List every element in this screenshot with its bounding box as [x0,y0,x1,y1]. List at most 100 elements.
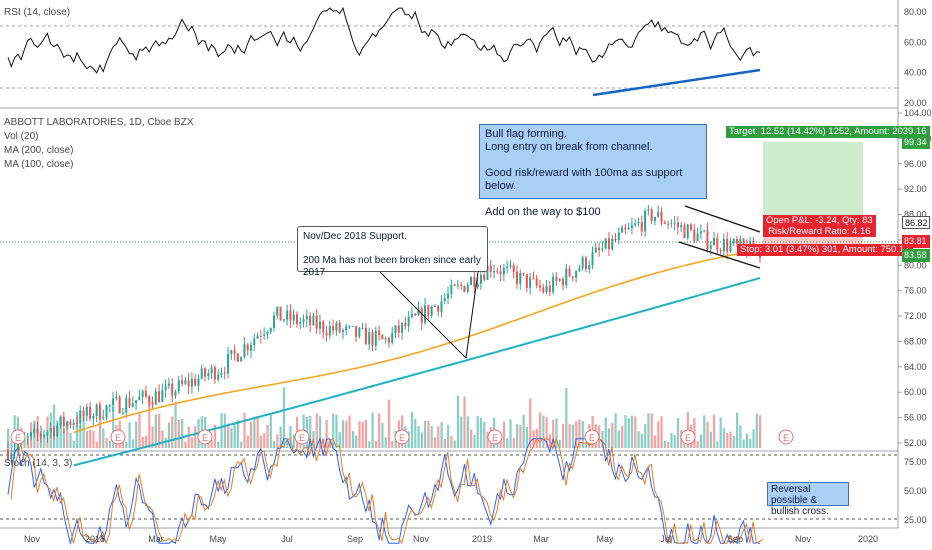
volume-bar [131,439,134,448]
time-tick-label: Jul [281,534,293,544]
candle-body [690,224,693,230]
candle-body [578,268,581,272]
candle-body [332,326,335,331]
candle-body [637,222,640,224]
volume-bar [269,414,272,448]
earnings-marker [110,429,126,445]
candle-body [10,453,13,459]
volume-bar [463,396,466,448]
volume-bar [693,418,696,448]
candle-body [125,397,128,413]
volume-bar [647,413,650,448]
volume-bar [154,414,157,448]
volume-bar [752,429,755,448]
volume-bar [525,427,529,448]
time-tick-label: May [596,534,614,544]
volume-bar [545,417,548,448]
candle-body [601,248,604,251]
stoch-note[interactable]: Reversal possible & bullish cross. [767,482,849,517]
candle-body [456,284,459,286]
volume-bar [240,441,243,448]
earnings-marker-label: E [15,433,21,443]
candle-body [417,308,420,316]
volume-bar [348,415,351,448]
candle-body [200,368,203,379]
candle-body [56,425,59,437]
candle-body [325,332,328,336]
support-note[interactable]: Nov/Dec 2018 Support. 200 Ma has not bee… [297,226,488,278]
candle-body [79,410,82,424]
volume-bar [381,422,384,448]
volume-bar [506,438,509,448]
candle-body [667,223,670,225]
earnings-marker-label: E [399,433,405,443]
volume-bar [447,425,450,448]
candle-body [338,323,341,333]
volume-bar [79,425,82,448]
candle-body [463,285,466,292]
candle-body [706,230,709,249]
candle-body [256,335,259,339]
candle-body [213,367,216,380]
rsi-legend: RSI (14, close) [4,7,70,18]
candle-body [719,249,722,252]
earnings-marker-label: E [115,433,121,443]
candle-body [230,350,233,355]
volume-bar [151,426,154,448]
candle-body [355,326,358,337]
earnings-marker-label: E [589,433,595,443]
volume-bar [85,431,89,448]
candle-body [286,310,289,320]
volume-bar [522,414,525,448]
rsi-trendline[interactable] [592,68,761,97]
candle-body [466,284,469,292]
candle-body [699,231,702,234]
candle-body [555,276,558,281]
candle-body [476,283,479,287]
candle-body [118,396,121,414]
candle-body [732,238,735,244]
volume-bar [75,411,79,448]
candle-body [102,417,105,419]
candle-body [246,344,249,351]
volume-bar [72,440,75,448]
volume-bar [325,419,328,448]
earnings-marker-label: E [299,433,305,443]
candle-body [653,216,656,221]
candle-body [630,225,633,228]
candle-body [141,390,144,397]
volume-bar [102,428,105,448]
price-tick-label: 80.00 [904,260,927,270]
candle-body [269,327,272,332]
volume-bar [391,440,394,448]
volume-bar [571,424,575,448]
channel-upper-line[interactable] [684,205,761,233]
volume-bar [473,435,476,448]
volume-bar [722,428,726,448]
volume-bar [410,411,414,448]
earnings-marker [197,429,213,445]
price-tick-label: 56.00 [904,413,927,423]
pnl-text: Open P&L: -3.24, Qty: 83 [766,215,873,226]
candle-body [210,367,213,374]
volume-bar [95,441,98,448]
candle-body [250,345,253,351]
volume-bar [745,433,749,448]
price-legend-title: ABBOTT LABORATORIES, 1D, Cboe BZX [4,117,194,128]
volume-bar [634,416,637,448]
volume-bar [358,420,361,448]
candle-body [387,338,390,343]
bull-flag-note[interactable]: Bull flag forming. Long entry on break f… [479,124,707,218]
time-tick-label: Jul [660,534,672,544]
candle-body [614,238,617,241]
candle-body [479,274,482,284]
candle-body [496,271,499,273]
volume-bar [243,412,246,448]
volume-bar [315,413,318,448]
price-tick-label: 60.00 [904,387,927,397]
volume-bar [568,424,571,448]
candle-body [295,314,298,324]
candle-body [69,421,72,426]
channel-lower-line[interactable] [678,241,761,269]
